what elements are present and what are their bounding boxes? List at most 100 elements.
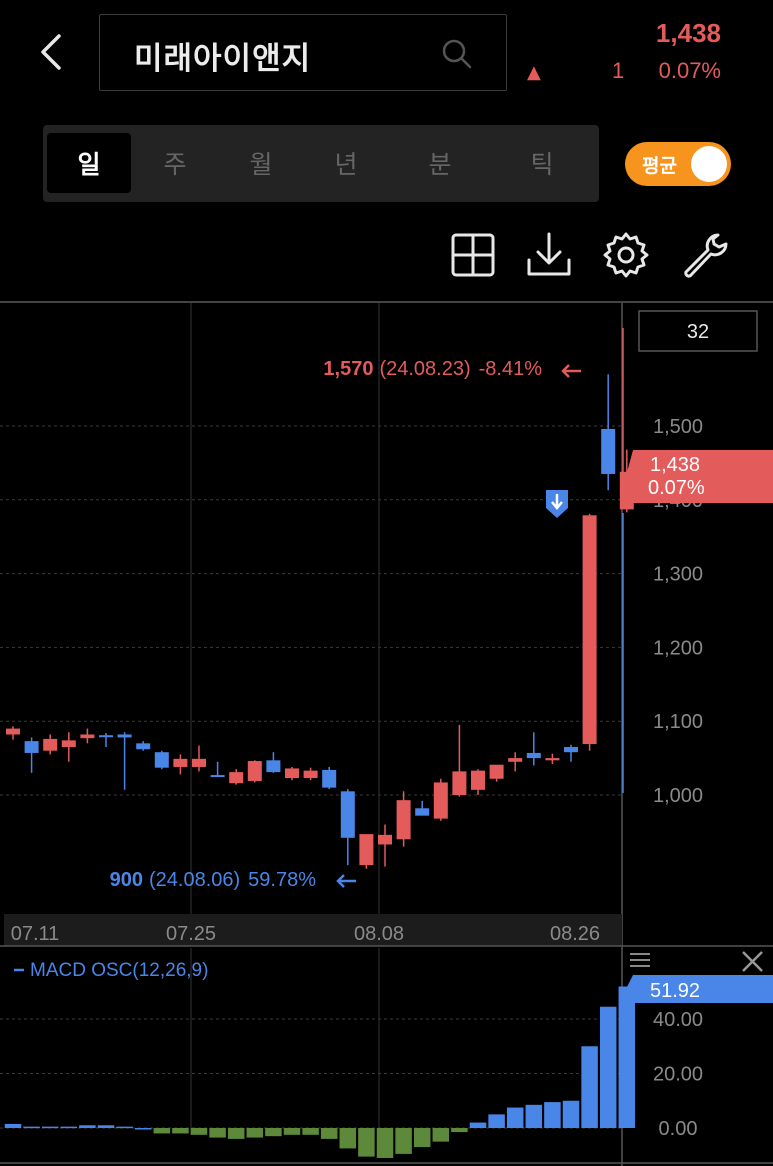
candle-body — [229, 772, 244, 784]
macd-y-tick-label: 20.00 — [653, 1064, 703, 1086]
macd-bar — [376, 1128, 394, 1158]
high-value: 1,570 — [323, 358, 373, 380]
macd-bar — [97, 1125, 115, 1128]
candle-body — [433, 782, 448, 819]
y-tick-label: 1,100 — [653, 711, 703, 733]
current-price-tag-percent: 0.07% — [648, 477, 705, 499]
current-price-tag-value: 1,438 — [650, 454, 700, 476]
candle-body — [303, 770, 318, 779]
macd-bar — [581, 1046, 598, 1128]
back-button[interactable] — [28, 28, 76, 76]
toggle-label: 평균 — [642, 155, 677, 177]
candle — [601, 374, 616, 491]
x-axis-band — [4, 914, 622, 946]
current-price-tag: 1,438 0.07% — [626, 450, 773, 503]
candle-body — [24, 741, 39, 753]
x-tick-label: 07.11 — [11, 923, 60, 945]
macd-bar — [506, 1107, 524, 1128]
candle — [99, 733, 113, 748]
tab-day[interactable]: 일 — [47, 133, 131, 193]
tab-week[interactable]: 주 — [163, 150, 187, 179]
search-icon[interactable] — [440, 37, 474, 71]
macd-bar — [4, 1123, 22, 1128]
y-tick-label: 1,200 — [653, 637, 703, 659]
candle — [508, 752, 523, 772]
candle-body — [359, 834, 374, 866]
y-tick-label: 1,000 — [653, 785, 703, 807]
x-tick-label: 07.25 — [166, 923, 216, 945]
macd-bar — [134, 1128, 152, 1130]
candle — [117, 732, 132, 790]
candle — [154, 750, 169, 770]
candle-body — [266, 760, 281, 773]
close-x-icon[interactable] — [742, 951, 763, 972]
candle — [24, 737, 39, 773]
candle — [526, 732, 541, 766]
price-change: 1 — [612, 58, 625, 83]
candle — [80, 728, 95, 744]
download-icon[interactable] — [524, 230, 574, 280]
candle — [433, 778, 448, 821]
macd-bar — [432, 1128, 450, 1142]
candle-body — [508, 758, 523, 762]
macd-bar — [451, 1128, 468, 1133]
macd-bar — [209, 1128, 226, 1138]
macd-bar — [358, 1128, 375, 1157]
candle — [415, 800, 430, 816]
macd-bar — [116, 1126, 133, 1129]
candle — [582, 513, 597, 751]
macd-bar — [562, 1100, 580, 1128]
candle-body — [192, 758, 206, 767]
low-percent: 59.78% — [248, 869, 316, 891]
macd-bar — [60, 1126, 78, 1129]
hamburger-menu-icon[interactable] — [630, 953, 650, 967]
candle — [266, 752, 281, 773]
candle — [136, 741, 151, 751]
macd-bar — [153, 1128, 171, 1134]
wrench-icon[interactable] — [680, 230, 730, 280]
chart-divider — [0, 301, 773, 303]
candle-body — [322, 769, 337, 788]
candle — [173, 754, 188, 775]
candle — [452, 724, 467, 797]
candle — [247, 760, 262, 783]
settings-gear-icon[interactable] — [601, 230, 651, 280]
stock-search-box[interactable]: 미래아이앤지 — [99, 14, 507, 91]
grid-layout-icon[interactable] — [448, 230, 498, 280]
stock-name: 미래아이앤지 — [134, 41, 312, 77]
high-arrow-icon — [561, 364, 581, 378]
macd-bar — [525, 1104, 543, 1128]
high-date: (24.08.23) — [379, 358, 470, 380]
low-value: 900 — [110, 869, 143, 891]
candle-body — [154, 752, 169, 768]
candle-body — [415, 808, 430, 816]
candle — [210, 761, 225, 778]
period-count-box[interactable] — [638, 310, 758, 352]
tab-year[interactable]: 년 — [334, 150, 358, 179]
tab-minute[interactable]: 분 — [428, 150, 452, 179]
x-tick-label: 08.08 — [354, 923, 404, 945]
candle-body — [61, 740, 76, 748]
macd-bar — [488, 1114, 505, 1128]
macd-bar — [172, 1128, 189, 1134]
macd-bar — [469, 1122, 487, 1128]
candle-body — [99, 735, 113, 738]
tab-month[interactable]: 월 — [249, 150, 273, 179]
toggle-knob — [691, 146, 727, 182]
candle-body — [526, 752, 541, 759]
period-count: 32 — [687, 321, 709, 343]
average-toggle[interactable]: 평균 — [625, 142, 731, 186]
event-marker-icon[interactable] — [546, 490, 568, 518]
candle — [61, 732, 76, 762]
candle-body — [545, 758, 560, 761]
candle — [378, 824, 392, 867]
candle — [564, 744, 578, 762]
high-percent: -8.41% — [479, 358, 543, 380]
candle-body — [117, 734, 132, 738]
candle-body — [6, 728, 20, 735]
candle — [6, 726, 20, 740]
candle-body — [471, 770, 485, 790]
candle — [489, 764, 504, 782]
tab-tick[interactable]: 틱 — [530, 150, 554, 179]
